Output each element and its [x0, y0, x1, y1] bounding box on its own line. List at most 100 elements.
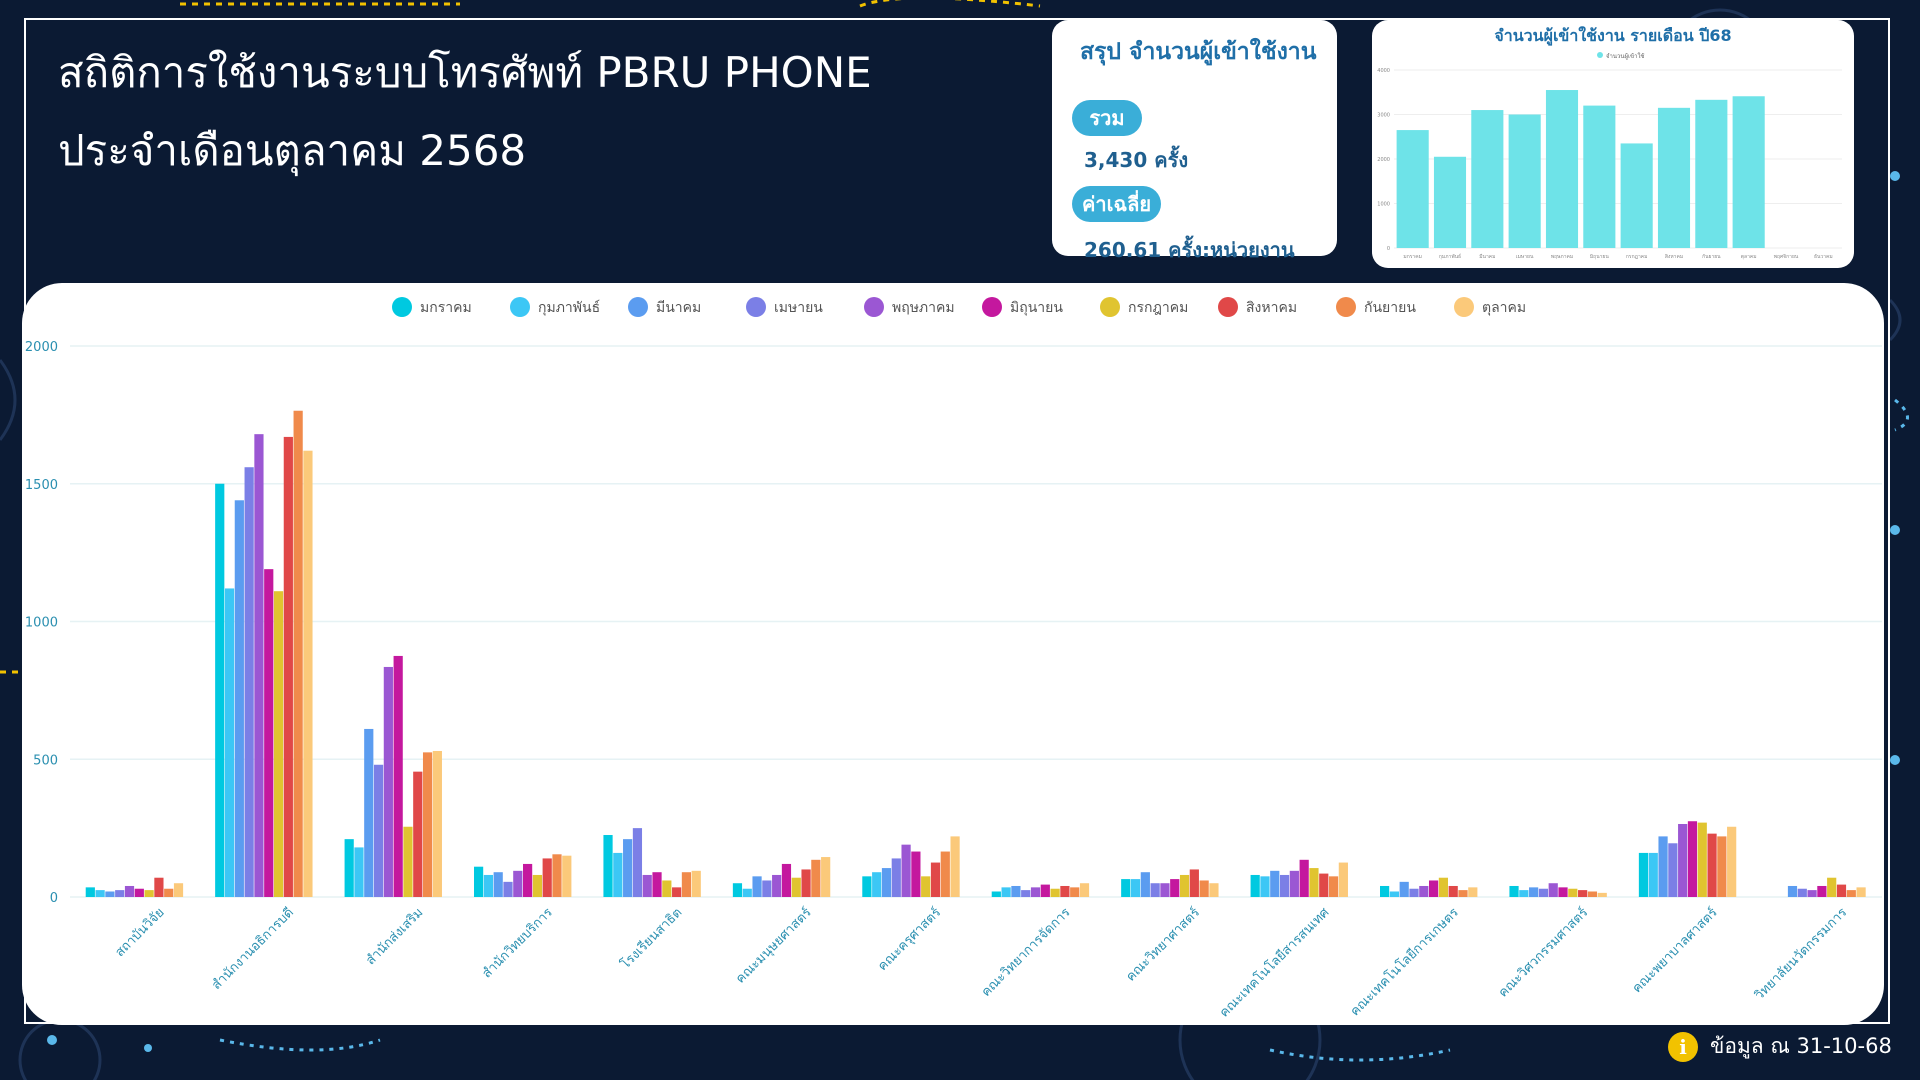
mini-x-tick-label: กรกฎาคม	[1626, 254, 1648, 260]
data-bar	[542, 858, 552, 897]
data-bar	[173, 883, 184, 897]
data-bar	[1070, 887, 1080, 897]
mini-x-tick-label: เมษายน	[1516, 254, 1534, 260]
data-bar	[293, 410, 303, 897]
mini-bar	[1396, 130, 1429, 248]
data-bar	[344, 839, 354, 897]
data-bar	[1409, 888, 1419, 897]
data-bar	[1587, 891, 1598, 897]
legend-swatch	[628, 297, 648, 317]
data-bar	[672, 887, 682, 897]
data-bar	[393, 655, 403, 897]
x-tick-label: สถาบันวิจัย	[113, 905, 168, 960]
data-bar	[105, 891, 115, 897]
data-bar	[164, 888, 174, 897]
y-tick-label: 2000	[25, 340, 58, 355]
data-bar	[1160, 883, 1170, 897]
data-bar	[1856, 887, 1866, 897]
data-bar	[613, 852, 623, 897]
data-bar	[523, 863, 533, 897]
data-bar	[1050, 888, 1060, 897]
data-bar	[1678, 823, 1688, 897]
data-bar	[1338, 862, 1348, 897]
y-tick-label: 1000	[25, 616, 58, 631]
legend-swatch	[1100, 297, 1120, 317]
x-tick-label: คณะวิศวกรรมศาสตร์	[1495, 905, 1591, 1001]
legend-label: เมษายน	[774, 300, 823, 316]
data-bar	[1707, 833, 1717, 897]
data-bar	[1538, 888, 1549, 897]
data-bar	[503, 881, 513, 897]
data-bar	[891, 858, 901, 897]
mini-x-tick-label: มีนาคม	[1479, 253, 1495, 260]
data-bar	[1399, 881, 1409, 897]
mini-x-tick-label: กันยายน	[1702, 254, 1721, 260]
mini-bar	[1657, 107, 1691, 248]
data-bar	[911, 851, 921, 897]
data-bar	[124, 885, 135, 897]
data-bar	[1021, 890, 1031, 897]
data-bar	[1121, 879, 1131, 897]
data-bar	[1179, 874, 1190, 897]
mini-bar	[1545, 90, 1579, 249]
data-bar	[422, 752, 433, 897]
data-bar	[383, 666, 393, 897]
page-subtitle: ประจำเดือนตุลาคม 2568	[58, 126, 527, 175]
data-bar	[801, 869, 811, 897]
data-bar	[1787, 885, 1798, 897]
x-tick-label: คณะมนุษยศาสตร์	[732, 905, 814, 987]
mini-bar	[1620, 143, 1653, 248]
data-bar	[364, 728, 374, 897]
x-tick-label: คณะเทคโนโลยีการเกษตร	[1347, 905, 1462, 1020]
data-bar	[1260, 876, 1270, 897]
data-bar	[881, 868, 892, 897]
data-bar	[1638, 852, 1649, 897]
data-bar	[115, 890, 125, 897]
data-bar	[742, 888, 752, 897]
data-bar	[552, 854, 562, 897]
data-bar	[1697, 822, 1707, 897]
data-bar	[1170, 879, 1180, 897]
average-value: 260.61 ครั้ง:หน่วยงาน	[1084, 238, 1295, 262]
data-bar	[1509, 885, 1519, 897]
y-tick-label: 0	[50, 891, 58, 906]
data-bar	[762, 880, 772, 897]
average-badge: ค่าเฉลี่ย	[1072, 186, 1162, 222]
data-bar	[562, 855, 572, 897]
data-bar	[1817, 885, 1827, 897]
data-bar	[154, 877, 164, 897]
data-bar	[532, 874, 542, 897]
mini-x-tick-label: กุมภาพันธ์	[1439, 253, 1461, 260]
data-bar	[1468, 887, 1478, 897]
legend-label: สิงหาคม	[1246, 300, 1297, 316]
data-bar	[254, 434, 264, 897]
data-bar	[1189, 869, 1199, 897]
data-bar	[1687, 821, 1698, 897]
data-bar	[781, 863, 792, 897]
data-bar	[1668, 843, 1678, 897]
data-bar	[632, 828, 643, 897]
data-bar	[950, 836, 960, 897]
data-bar	[1797, 888, 1807, 897]
data-bar	[483, 874, 493, 897]
x-tick-label: คณะครุศาสตร์	[875, 905, 945, 975]
legend-label: ตุลาคม	[1482, 300, 1526, 316]
data-bar	[1568, 888, 1578, 897]
data-bar	[474, 866, 484, 897]
mini-bar	[1583, 105, 1616, 248]
data-bar	[732, 883, 743, 897]
mini-x-tick-label: ธันวาคม	[1814, 254, 1833, 260]
x-tick-label: สำนักวิทยบริการ	[480, 905, 556, 981]
mini-bar	[1732, 96, 1765, 248]
data-bar	[1079, 883, 1090, 897]
data-bar	[1529, 887, 1539, 897]
data-bar	[1438, 877, 1448, 897]
monthly-chart-title: จำนวนผู้เข้าใช้งาน รายเดือน ปี68	[1494, 26, 1732, 45]
data-bar	[652, 872, 662, 897]
data-bar	[1836, 884, 1847, 897]
x-tick-label: วิทยาลัยนวัตกรรมการ	[1752, 905, 1850, 1003]
mini-bar	[1695, 99, 1728, 248]
data-bar	[373, 764, 384, 897]
data-bar	[1380, 885, 1390, 897]
mini-y-tick-label: 1000	[1377, 202, 1390, 208]
